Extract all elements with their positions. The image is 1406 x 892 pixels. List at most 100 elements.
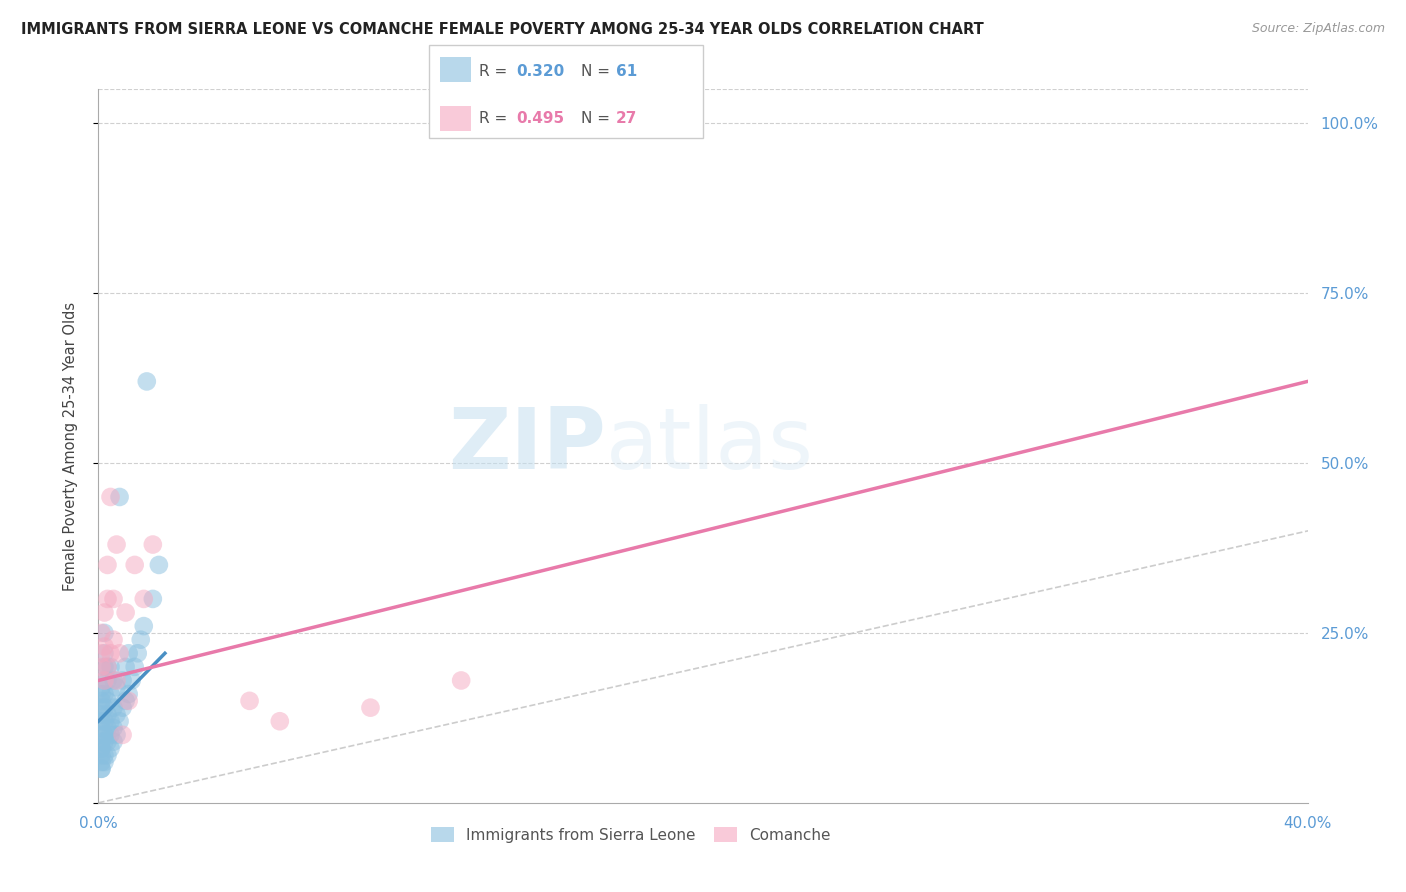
Point (100, 728, 122, 742)
Point (103, 632, 125, 647)
Point (96, 660, 118, 674)
Point (90, 626, 112, 640)
Point (93, 606, 115, 620)
Point (90, 741, 112, 756)
Point (111, 728, 134, 742)
Point (90, 748, 112, 763)
Point (142, 591, 165, 606)
Point (93, 734, 115, 748)
Point (96, 734, 118, 748)
Point (90, 707, 112, 722)
Point (90, 762, 112, 776)
Point (93, 700, 115, 714)
Point (90, 714, 112, 729)
Point (90, 660, 112, 674)
Point (96, 558, 118, 572)
Point (96, 591, 118, 606)
Point (90, 694, 112, 708)
Point (93, 673, 115, 688)
Point (269, 714, 291, 729)
Point (103, 721, 125, 735)
Point (142, 537, 165, 551)
Point (124, 660, 146, 674)
Point (100, 646, 122, 660)
Point (105, 673, 128, 688)
Point (103, 700, 125, 714)
Point (96, 673, 118, 688)
Text: IMMIGRANTS FROM SIERRA LEONE VS COMANCHE FEMALE POVERTY AMONG 25-34 YEAR OLDS CO: IMMIGRANTS FROM SIERRA LEONE VS COMANCHE… (21, 22, 984, 37)
Point (90, 734, 112, 748)
Point (90, 700, 112, 714)
Point (132, 591, 155, 606)
Point (90, 680, 112, 694)
Point (100, 687, 122, 701)
Point (105, 707, 128, 722)
Point (135, 375, 157, 389)
Point (90, 741, 112, 756)
Point (90, 646, 112, 660)
Point (90, 762, 112, 776)
Point (90, 755, 112, 769)
Point (100, 741, 122, 756)
Point (129, 632, 152, 647)
Point (148, 558, 170, 572)
Text: N =: N = (581, 112, 614, 126)
Point (108, 490, 131, 504)
Text: R =: R = (479, 112, 513, 126)
Text: 27: 27 (616, 112, 637, 126)
Point (96, 748, 118, 763)
Point (93, 673, 115, 688)
Point (93, 626, 115, 640)
Text: 61: 61 (616, 64, 637, 78)
Point (103, 591, 125, 606)
Point (108, 714, 131, 729)
Point (93, 755, 115, 769)
Point (100, 490, 122, 504)
Point (111, 673, 134, 688)
Point (93, 640, 115, 654)
Point (124, 558, 146, 572)
Y-axis label: Female Poverty Among 25-34 Year Olds: Female Poverty Among 25-34 Year Olds (63, 301, 77, 591)
Point (90, 728, 112, 742)
Point (118, 687, 141, 701)
Point (239, 694, 262, 708)
Point (114, 660, 136, 674)
Point (93, 687, 115, 701)
Point (360, 700, 382, 714)
Text: ZIP: ZIP (449, 404, 606, 488)
Point (111, 700, 134, 714)
Point (127, 646, 149, 660)
Point (100, 714, 122, 729)
Point (96, 721, 118, 735)
Point (118, 646, 141, 660)
Point (93, 714, 115, 729)
Point (93, 646, 115, 660)
Text: Source: ZipAtlas.com: Source: ZipAtlas.com (1251, 22, 1385, 36)
Point (108, 646, 131, 660)
Point (103, 673, 125, 688)
Point (105, 728, 128, 742)
Point (93, 660, 115, 674)
Text: 0.320: 0.320 (516, 64, 564, 78)
Point (114, 606, 136, 620)
Point (103, 734, 125, 748)
Text: atlas: atlas (606, 404, 814, 488)
Point (100, 660, 122, 674)
Point (93, 748, 115, 763)
Text: 0.495: 0.495 (516, 112, 564, 126)
Point (105, 680, 128, 694)
Point (132, 619, 155, 633)
Point (90, 687, 112, 701)
Point (105, 537, 128, 551)
Point (96, 694, 118, 708)
Point (90, 721, 112, 735)
Point (450, 673, 472, 688)
Point (96, 660, 118, 674)
Text: R =: R = (479, 64, 513, 78)
Point (96, 707, 118, 722)
Point (114, 694, 136, 708)
Point (93, 728, 115, 742)
Point (121, 673, 143, 688)
Point (118, 694, 141, 708)
Legend: Immigrants from Sierra Leone, Comanche: Immigrants from Sierra Leone, Comanche (425, 821, 837, 848)
